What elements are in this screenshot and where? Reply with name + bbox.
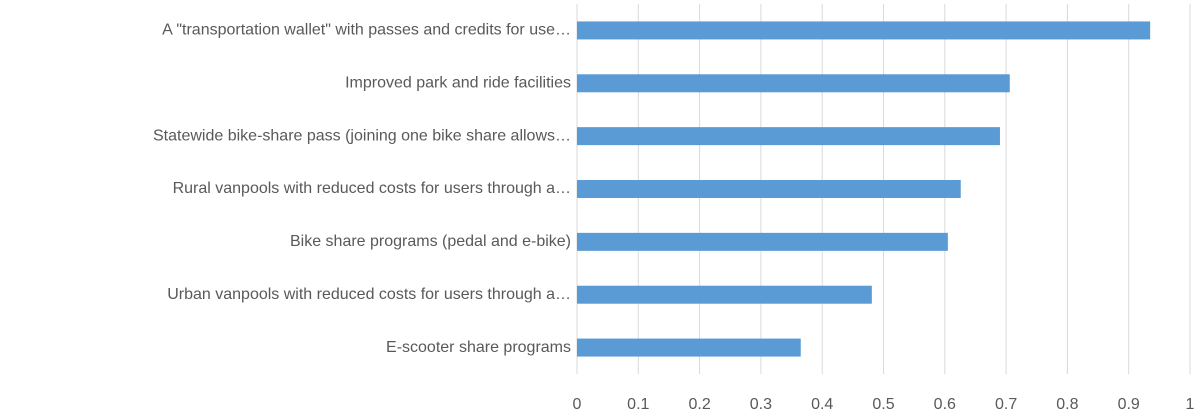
x-tick-label: 0.2 (688, 396, 710, 413)
bar (577, 285, 872, 304)
y-tick-label: Urban vanpools with reduced costs for us… (167, 286, 571, 303)
x-tick-label: 0.8 (1056, 396, 1078, 413)
y-tick-label: Rural vanpools with reduced costs for us… (173, 180, 571, 197)
x-tick-label: 1 (1186, 396, 1195, 413)
bar (577, 180, 961, 198)
y-tick-label: Bike share programs (pedal and e-bike) (290, 233, 571, 250)
x-tick-label: 0.7 (995, 396, 1017, 413)
x-tick-label: 0 (573, 396, 582, 413)
x-tick-label: 0.9 (1118, 396, 1140, 413)
x-tick-label: 0.3 (750, 396, 772, 413)
bar (577, 127, 1000, 146)
x-tick-label: 0.1 (627, 396, 649, 413)
x-tick-label: 0.6 (934, 396, 956, 413)
x-tick-label: 0.5 (872, 396, 894, 413)
bar (577, 74, 1010, 93)
x-tick-label: 0.4 (811, 396, 833, 413)
y-tick-label: Improved park and ride facilities (345, 75, 571, 92)
bar (577, 232, 948, 251)
y-tick-label: Statewide bike-share pass (joining one b… (153, 127, 571, 144)
y-tick-label: A "transportation wallet" with passes an… (162, 22, 571, 39)
y-tick-label: E-scooter share programs (386, 339, 571, 356)
bar (577, 21, 1151, 40)
bar (577, 338, 801, 357)
